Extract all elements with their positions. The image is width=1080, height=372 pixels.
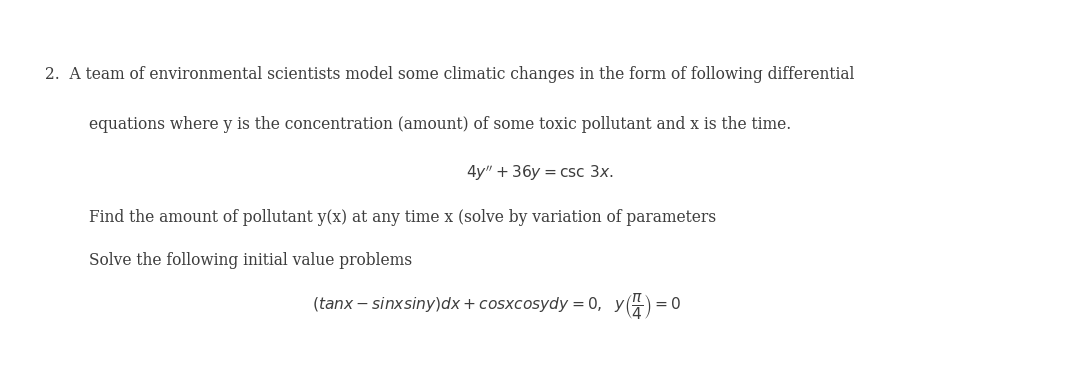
Text: 2.  A team of environmental scientists model some climatic changes in the form o: 2. A team of environmental scientists mo… (45, 66, 854, 83)
Text: $(tanx - sinxsiny)dx + cosxcosydy = 0, \ \ y\left(\dfrac{\pi}{4}\right)=0$: $(tanx - sinxsiny)dx + cosxcosydy = 0, \… (312, 292, 681, 322)
Text: equations where y is the concentration (amount) of some toxic pollutant and x is: equations where y is the concentration (… (89, 116, 791, 133)
Text: $4y'' + 36y = \mathrm{csc}\ 3x.$: $4y'' + 36y = \mathrm{csc}\ 3x.$ (467, 163, 613, 183)
Text: Solve the following initial value problems: Solve the following initial value proble… (89, 252, 411, 269)
Text: Find the amount of pollutant y(x) at any time x (solve by variation of parameter: Find the amount of pollutant y(x) at any… (89, 209, 716, 226)
